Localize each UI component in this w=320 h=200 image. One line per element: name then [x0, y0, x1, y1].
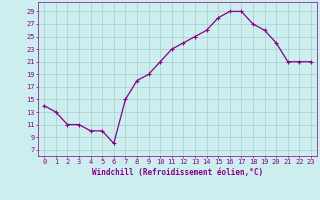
X-axis label: Windchill (Refroidissement éolien,°C): Windchill (Refroidissement éolien,°C) — [92, 168, 263, 177]
